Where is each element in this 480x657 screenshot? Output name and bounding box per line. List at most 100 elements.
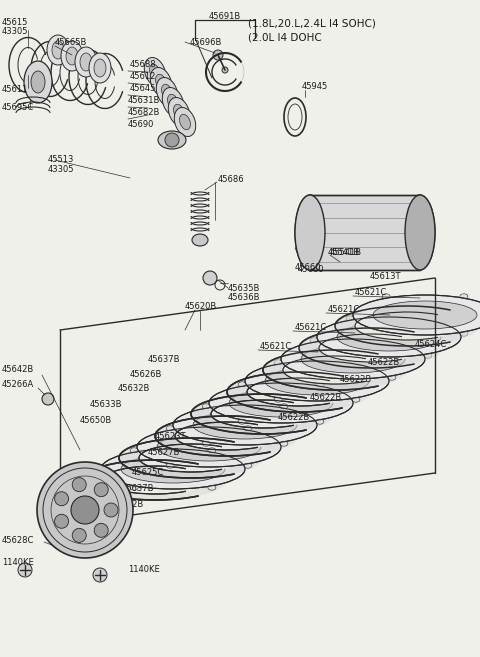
Ellipse shape: [382, 294, 390, 299]
Ellipse shape: [460, 331, 468, 336]
Circle shape: [55, 491, 69, 506]
Text: 45615: 45615: [2, 18, 28, 27]
Ellipse shape: [168, 95, 179, 110]
Text: 45665B: 45665B: [55, 38, 87, 47]
Text: 43305: 43305: [2, 27, 28, 36]
Ellipse shape: [192, 234, 208, 246]
Text: 45637B: 45637B: [148, 355, 180, 364]
Bar: [310, 195, 420, 270]
Ellipse shape: [209, 383, 353, 423]
Text: 45686: 45686: [218, 175, 245, 184]
Ellipse shape: [119, 438, 263, 478]
Ellipse shape: [83, 460, 227, 500]
Circle shape: [222, 67, 228, 73]
Text: 1140KE: 1140KE: [128, 565, 160, 574]
Ellipse shape: [310, 375, 318, 380]
Ellipse shape: [388, 338, 396, 343]
Ellipse shape: [31, 71, 45, 93]
Ellipse shape: [295, 195, 325, 270]
Ellipse shape: [352, 397, 360, 402]
Ellipse shape: [346, 316, 354, 321]
Circle shape: [104, 503, 118, 517]
Circle shape: [37, 462, 133, 558]
Ellipse shape: [405, 195, 435, 270]
Ellipse shape: [229, 389, 333, 417]
Ellipse shape: [301, 345, 405, 373]
Text: 45622B: 45622B: [368, 358, 400, 367]
Text: 45691B: 45691B: [209, 12, 241, 21]
Ellipse shape: [162, 87, 184, 116]
Ellipse shape: [317, 317, 461, 357]
Ellipse shape: [202, 404, 210, 409]
Ellipse shape: [156, 78, 178, 106]
Text: 45695C: 45695C: [2, 103, 34, 112]
Text: 1140KE: 1140KE: [2, 558, 34, 567]
Ellipse shape: [174, 104, 184, 120]
Ellipse shape: [280, 442, 288, 446]
Ellipse shape: [211, 400, 315, 428]
Circle shape: [71, 496, 99, 524]
Ellipse shape: [66, 47, 78, 65]
Circle shape: [94, 483, 108, 497]
Text: (1.8L,20.L,2.4L I4 SOHC): (1.8L,20.L,2.4L I4 SOHC): [248, 18, 376, 28]
Text: 45642B: 45642B: [112, 500, 144, 509]
Ellipse shape: [94, 59, 106, 77]
Text: 45628C: 45628C: [2, 536, 35, 545]
Ellipse shape: [193, 411, 297, 439]
Ellipse shape: [424, 316, 432, 321]
Text: 45513: 45513: [48, 155, 74, 164]
Ellipse shape: [175, 422, 279, 450]
Text: 45642B: 45642B: [2, 365, 34, 374]
Ellipse shape: [101, 449, 245, 489]
Text: 45631B: 45631B: [128, 96, 160, 105]
Text: 45660: 45660: [295, 263, 322, 272]
Ellipse shape: [166, 463, 174, 468]
Ellipse shape: [245, 361, 389, 401]
Ellipse shape: [208, 486, 216, 490]
Text: 45621C: 45621C: [295, 323, 327, 332]
Ellipse shape: [47, 35, 69, 65]
Text: 45612: 45612: [130, 72, 156, 81]
Circle shape: [55, 514, 69, 528]
Ellipse shape: [274, 360, 282, 365]
Ellipse shape: [244, 463, 252, 468]
Ellipse shape: [319, 334, 423, 362]
Text: 45621C: 45621C: [328, 305, 360, 314]
Text: 45626B: 45626B: [130, 370, 162, 379]
Circle shape: [93, 568, 107, 582]
Text: 45613T: 45613T: [370, 272, 401, 281]
Text: 45633B: 45633B: [90, 400, 122, 409]
Circle shape: [42, 393, 54, 405]
Text: 45623T: 45623T: [155, 432, 187, 441]
Text: 45625C: 45625C: [132, 468, 164, 477]
Circle shape: [18, 563, 32, 577]
Ellipse shape: [168, 97, 190, 127]
Ellipse shape: [373, 301, 477, 329]
Text: 45628C: 45628C: [100, 516, 132, 525]
Circle shape: [165, 133, 179, 147]
Ellipse shape: [295, 195, 325, 270]
Ellipse shape: [103, 466, 207, 494]
Text: 45622B: 45622B: [340, 375, 372, 384]
Ellipse shape: [274, 397, 282, 402]
Text: 45632B: 45632B: [118, 384, 150, 393]
Text: 45622B: 45622B: [278, 413, 310, 422]
Ellipse shape: [310, 338, 318, 343]
Ellipse shape: [263, 350, 407, 390]
Text: 45688: 45688: [130, 60, 156, 69]
Ellipse shape: [405, 195, 435, 270]
Ellipse shape: [299, 328, 443, 368]
Ellipse shape: [137, 427, 281, 467]
Ellipse shape: [382, 331, 390, 336]
Ellipse shape: [346, 353, 354, 358]
Text: 45637B: 45637B: [122, 484, 155, 493]
Circle shape: [213, 50, 223, 60]
Text: 45620B: 45620B: [185, 302, 217, 311]
Ellipse shape: [355, 312, 459, 340]
Ellipse shape: [130, 486, 138, 490]
Ellipse shape: [281, 339, 425, 379]
Ellipse shape: [283, 356, 387, 384]
Ellipse shape: [173, 405, 317, 445]
Text: 45621C: 45621C: [260, 342, 292, 351]
Ellipse shape: [238, 419, 246, 424]
